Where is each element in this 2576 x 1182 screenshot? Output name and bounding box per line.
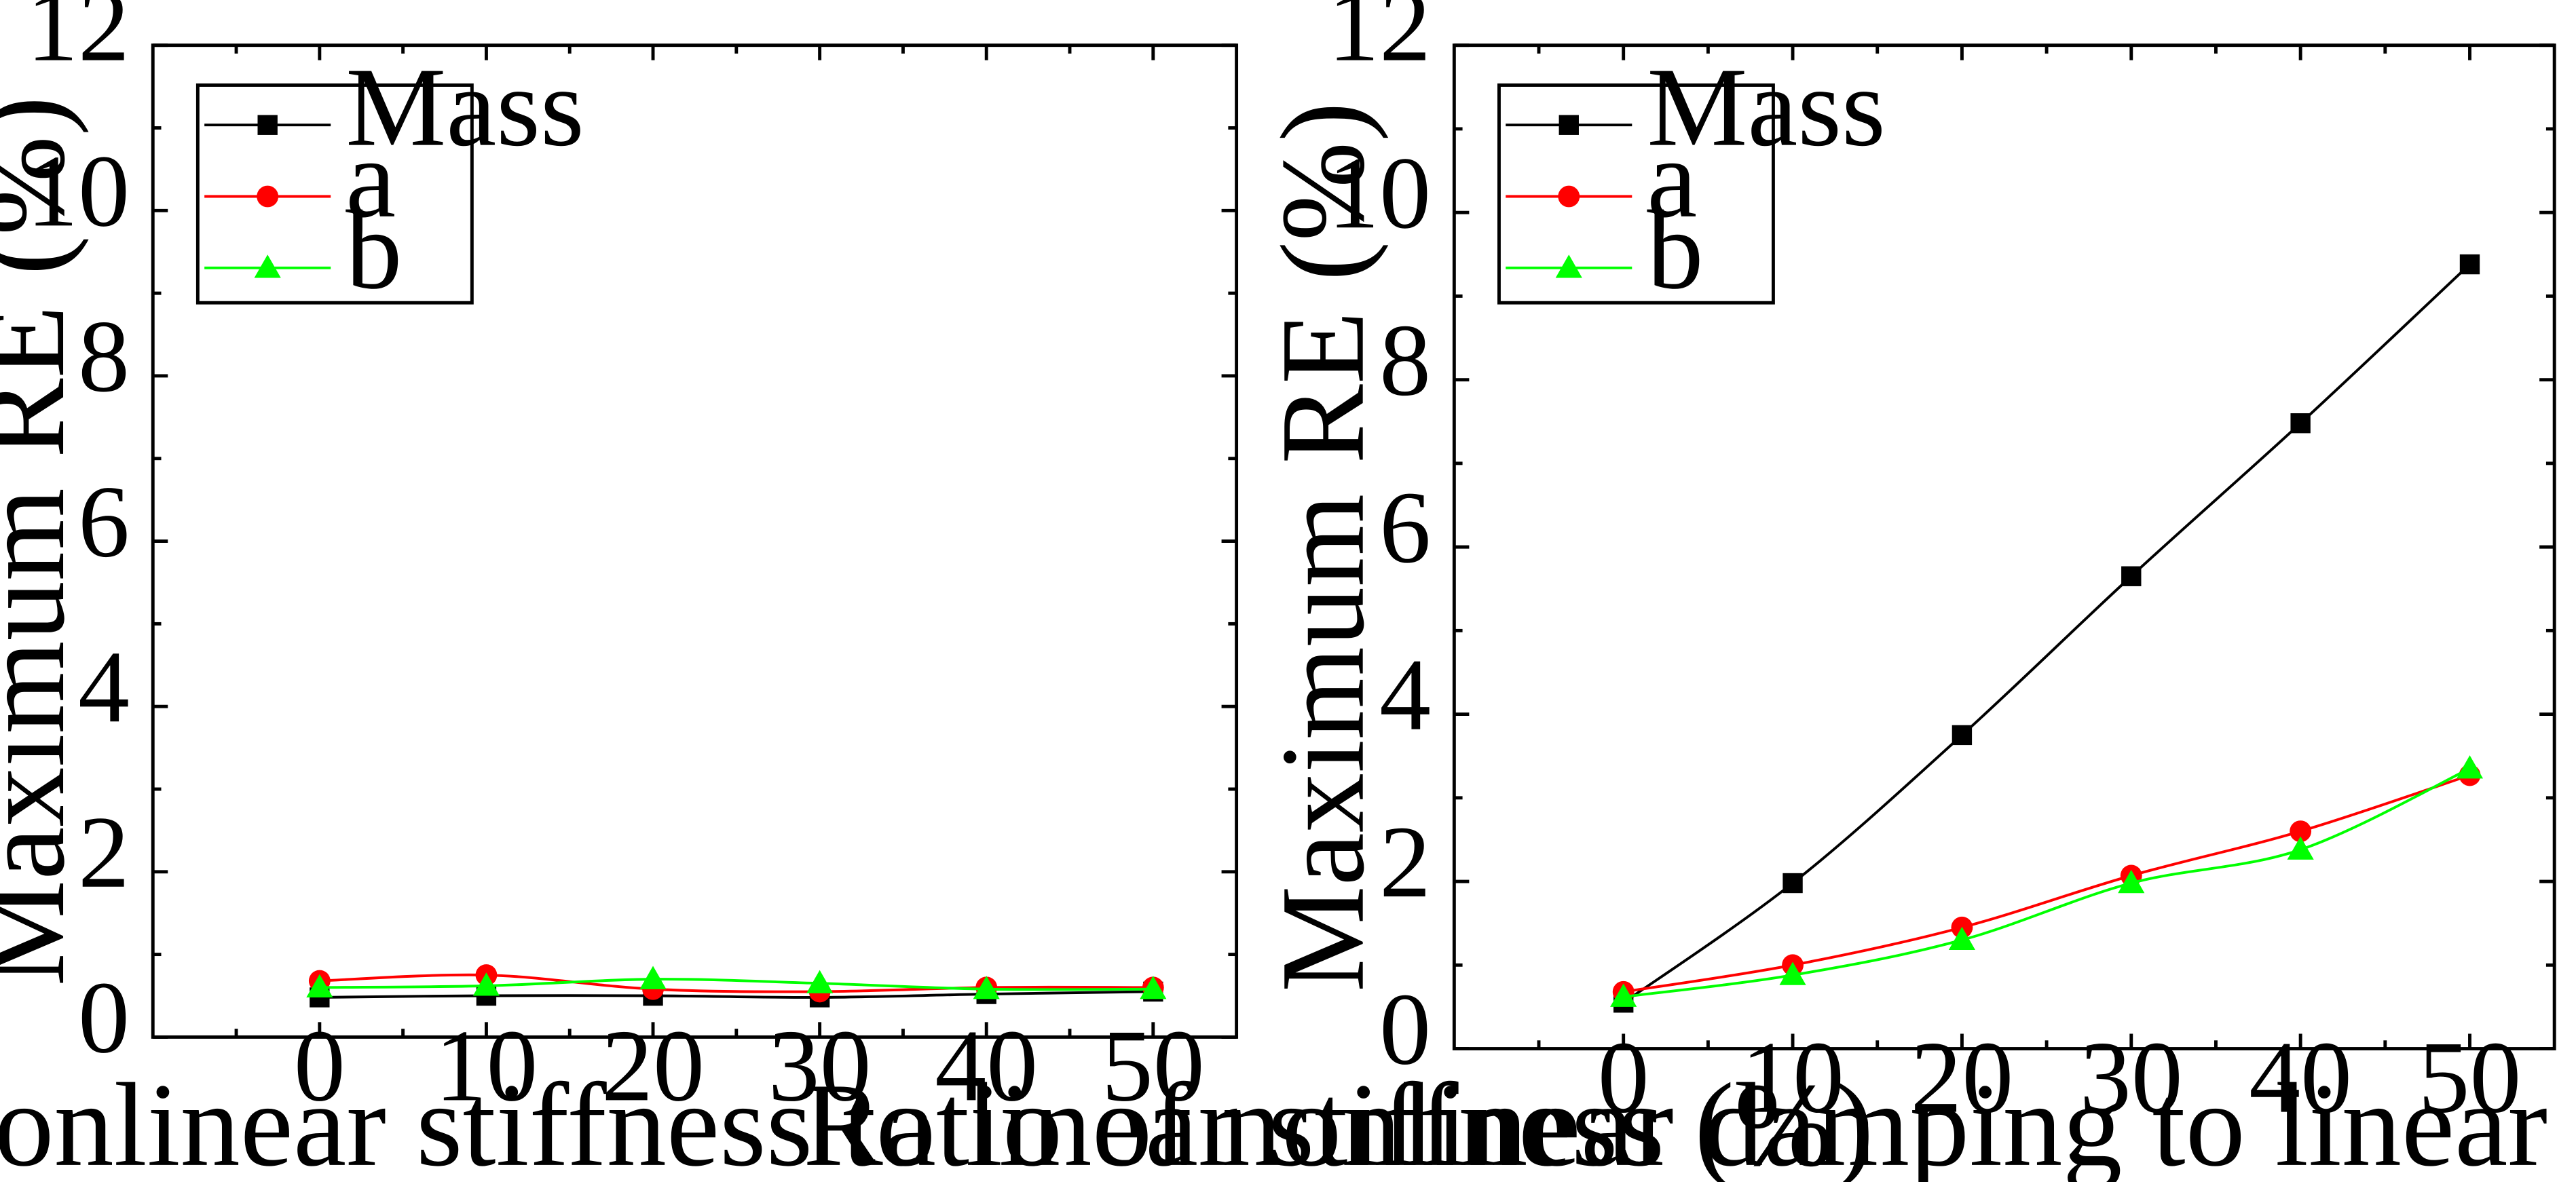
x-tick-label: 40: [935, 1008, 1038, 1122]
data-point-b: [2118, 869, 2145, 894]
data-point-b: [306, 974, 333, 997]
x-tick-label: 20: [601, 1008, 705, 1122]
data-point-mass: [1782, 873, 1803, 894]
y-tick-label: 12: [26, 0, 130, 83]
data-point-b: [1779, 961, 1806, 985]
y-tick-label: 8: [1379, 303, 1431, 417]
x-tick-label: 50: [2419, 1021, 2522, 1135]
series-line-mass: [1622, 263, 2471, 1004]
x-tick-label: 0: [294, 1008, 346, 1122]
y-axis-label: Maximum RE (%): [0, 96, 90, 987]
y-axis-label: Maximum RE (%): [1257, 102, 1389, 992]
series-line-a: [1623, 774, 2471, 993]
x-tick-label: 0: [1598, 1021, 1649, 1135]
chart-panel-2: 0 10 20 30 40 50 0 2 4 6 8 10 12 Ratio of nonlinear d…: [803, 0, 2576, 1182]
y-tick-label: 2: [78, 795, 130, 909]
legend-label-b: b: [346, 188, 402, 313]
y-tick-label: 8: [78, 299, 130, 413]
data-point-b: [472, 972, 500, 996]
legend-label-a: a: [1647, 117, 1697, 242]
y-tick-label: 4: [1379, 638, 1431, 752]
legend-label-mass: Mass: [346, 45, 584, 170]
legend-marker-a: [257, 185, 279, 208]
x-tick-label: 40: [2249, 1021, 2352, 1135]
series-line-mass: [319, 990, 1153, 999]
data-point-mass: [1952, 725, 1973, 746]
legend-label-mass: Mass: [1647, 45, 1886, 170]
data-point-b: [1140, 976, 1167, 999]
y-tick-label: 12: [1328, 0, 1431, 83]
x-tick-label: 10: [435, 1008, 538, 1122]
x-axis-label: Ratio of nonlinear stiffness to linear s…: [0, 1059, 1873, 1182]
data-point-b: [806, 970, 834, 993]
data-point-mass: [2459, 254, 2480, 275]
x-tick-label: 10: [1741, 1021, 1844, 1135]
legend-marker-mass: [257, 115, 278, 135]
x-tick-label: 20: [1911, 1021, 2014, 1135]
legend-marker-a: [1558, 185, 1580, 208]
y-tick-label: 6: [78, 465, 130, 579]
data-point-b: [639, 966, 667, 989]
series-line-a: [319, 973, 1153, 993]
y-tick-label: 10: [1328, 136, 1431, 250]
y-tick-label: 4: [78, 630, 130, 744]
y-tick-label: 10: [26, 134, 130, 248]
legend-label-a: a: [346, 117, 396, 242]
data-point-b: [973, 976, 1000, 999]
data-point-mass: [2290, 413, 2311, 434]
data-point-b: [1610, 983, 1637, 1007]
y-tick-label: 0: [78, 960, 130, 1074]
x-axis-label: Ratio of nonlinear damping to linear dam…: [803, 1059, 2576, 1182]
data-point-a: [2290, 820, 2312, 843]
data-point-b: [2287, 836, 2314, 860]
x-tick-label: 50: [1102, 1008, 1205, 1122]
legend-marker-mass: [1558, 115, 1579, 135]
legend-marker-b: [1555, 254, 1582, 278]
data-point-b: [2456, 755, 2484, 779]
legend-marker-b: [254, 254, 281, 278]
x-tick-label: 30: [768, 1008, 872, 1122]
y-tick-label: 0: [1379, 972, 1431, 1086]
data-point-b: [1948, 926, 1976, 951]
data-point-mass: [2121, 566, 2142, 586]
legend-box: [1497, 83, 1775, 305]
y-tick-label: 6: [1379, 470, 1431, 584]
series-line-b: [1623, 767, 2471, 999]
series-line-b: [319, 978, 1153, 991]
x-tick-label: 30: [2080, 1021, 2183, 1135]
legend-label-b: b: [1647, 188, 1703, 313]
y-tick-label: 2: [1379, 805, 1431, 919]
legend-box: [195, 83, 474, 305]
